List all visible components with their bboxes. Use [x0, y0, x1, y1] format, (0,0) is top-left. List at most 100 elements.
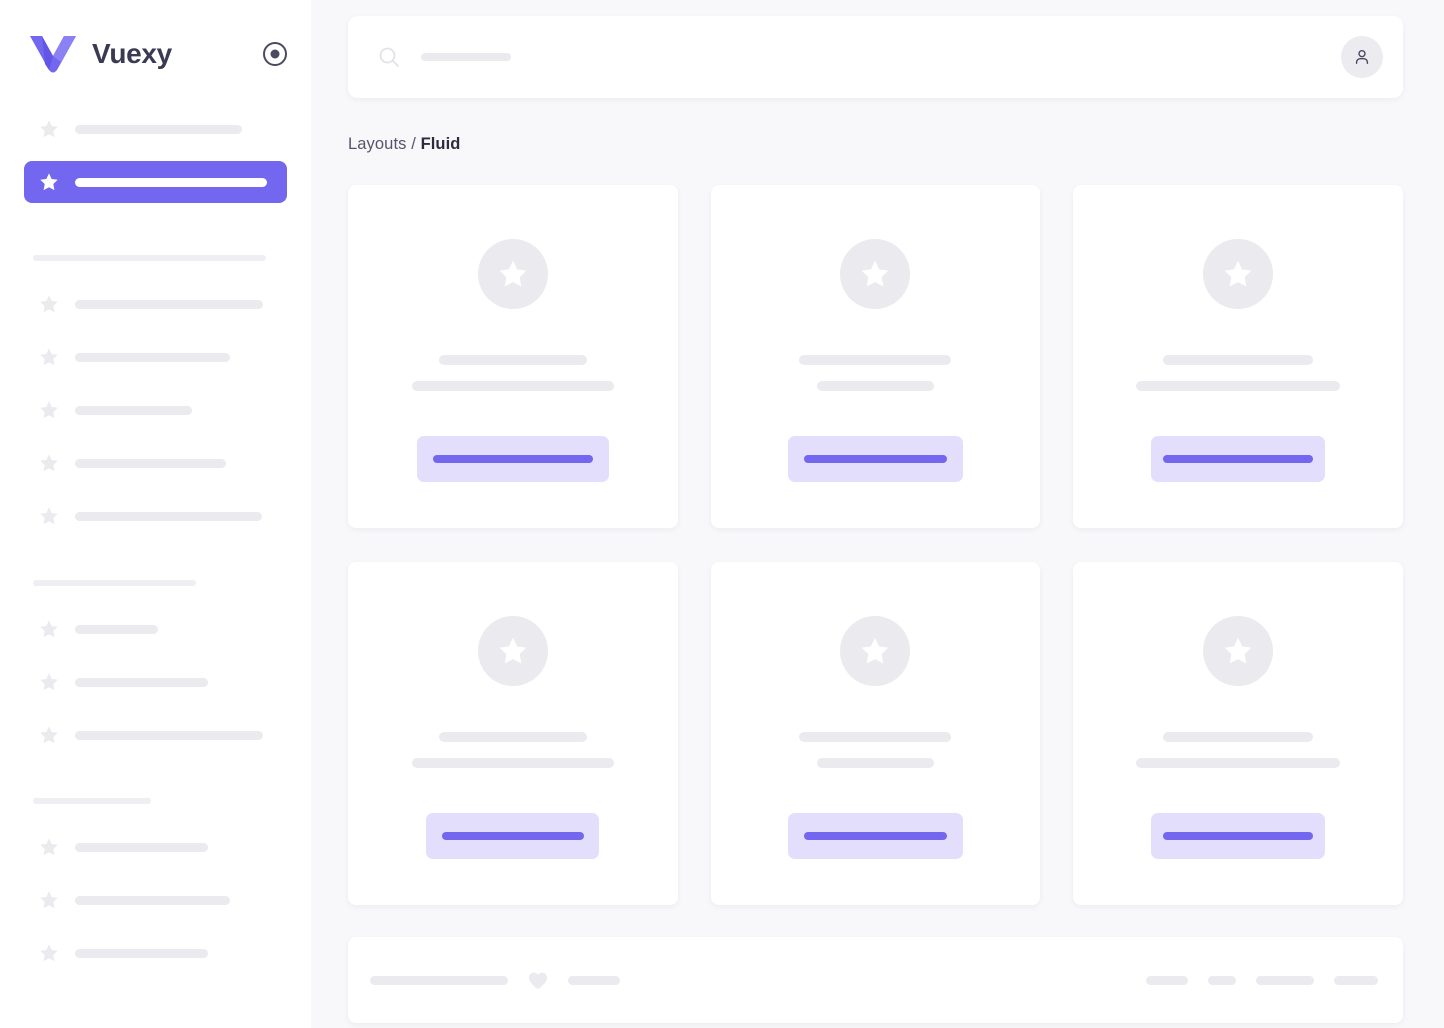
footer-left-group [370, 970, 620, 990]
card-line-2 [1136, 758, 1341, 768]
card-avatar [1203, 616, 1274, 686]
search-icon [378, 46, 400, 68]
sidebar-item-label-skeleton [75, 730, 263, 740]
star-icon [38, 724, 60, 746]
footer-text-skeleton-2 [568, 975, 620, 985]
card-avatar [1203, 239, 1274, 309]
breadcrumb-separator: / [411, 135, 416, 153]
card-line-2 [816, 381, 934, 391]
sidebar-item-10[interactable] [24, 714, 287, 756]
sidebar-item-11[interactable] [24, 826, 287, 868]
sidebar-nav [0, 108, 311, 974]
content-card[interactable] [710, 185, 1041, 528]
sidebar-item-6[interactable] [24, 442, 287, 484]
star-icon [38, 671, 60, 693]
star-icon [38, 942, 60, 964]
card-button-label-skeleton [803, 455, 947, 463]
card-line-2 [816, 758, 934, 768]
footer-link-skeleton-3[interactable] [1256, 975, 1314, 985]
star-icon [38, 171, 60, 193]
star-icon [38, 836, 60, 858]
card-line-2 [411, 758, 614, 768]
card-action-button[interactable] [416, 436, 609, 482]
footer-text-skeleton-1 [370, 975, 508, 985]
sidebar-item-label-skeleton [75, 677, 208, 687]
content-card[interactable] [710, 562, 1041, 905]
circle-dot-icon[interactable] [263, 42, 287, 66]
star-icon [38, 618, 60, 640]
breadcrumb-parent[interactable]: Layouts [348, 135, 407, 153]
content-card[interactable] [1073, 185, 1403, 528]
star-icon [38, 505, 60, 527]
vuexy-chevron-logo-icon [30, 34, 76, 74]
footer-bar [348, 937, 1403, 1023]
sidebar-item-5[interactable] [24, 389, 287, 431]
sidebar-item-label-skeleton [75, 511, 262, 521]
sidebar-item-label-skeleton [75, 895, 230, 905]
card-line-1 [1163, 355, 1314, 365]
sidebar-item-label-skeleton [75, 352, 230, 362]
heart-icon [527, 970, 549, 990]
card-avatar [840, 616, 911, 686]
card-line-1 [799, 732, 952, 742]
sidebar-item-4[interactable] [24, 336, 287, 378]
sidebar-item-2-active[interactable] [24, 161, 287, 203]
star-icon [38, 399, 60, 421]
card-action-button[interactable] [1151, 436, 1326, 482]
sidebar-item-label-skeleton [75, 948, 208, 958]
card-avatar [477, 239, 548, 309]
card-button-label-skeleton [432, 455, 593, 463]
spacer [0, 548, 311, 580]
sidebar-section-divider [33, 798, 151, 804]
card-avatar [840, 239, 911, 309]
card-text-skeleton [799, 732, 952, 768]
spacer [0, 767, 311, 798]
footer-link-skeleton-4[interactable] [1334, 975, 1378, 985]
sidebar-item-8[interactable] [24, 608, 287, 650]
sidebar-item-label-skeleton [75, 405, 192, 415]
sidebar-item-1[interactable] [24, 108, 287, 150]
avatar[interactable] [1341, 36, 1383, 78]
sidebar-section-divider [33, 580, 196, 586]
footer-link-skeleton-1[interactable] [1146, 975, 1188, 985]
card-action-button[interactable] [787, 436, 963, 482]
star-icon [38, 118, 60, 140]
content-card[interactable] [348, 562, 678, 905]
footer-right-group [1146, 975, 1378, 985]
search-input[interactable] [378, 46, 1341, 68]
card-avatar [477, 616, 548, 686]
brand-name: Vuexy [92, 38, 172, 69]
card-action-button[interactable] [1151, 813, 1326, 859]
card-action-button[interactable] [426, 813, 600, 859]
sidebar-item-label-skeleton [75, 458, 226, 468]
search-placeholder-skeleton [421, 53, 511, 61]
star-icon [38, 452, 60, 474]
breadcrumb: Layouts / Fluid [348, 135, 1403, 154]
card-text-skeleton [411, 355, 614, 391]
card-text-skeleton [1136, 355, 1341, 391]
brand-header: Vuexy [0, 0, 311, 108]
sidebar-item-7[interactable] [24, 495, 287, 537]
footer-link-skeleton-2[interactable] [1208, 975, 1236, 985]
breadcrumb-current: Fluid [420, 135, 461, 153]
sidebar-item-9[interactable] [24, 661, 287, 703]
card-action-button[interactable] [787, 813, 963, 859]
card-line-1 [799, 355, 952, 365]
sidebar-item-13[interactable] [24, 932, 287, 974]
sidebar: Vuexy [0, 0, 311, 1028]
sidebar-item-label-skeleton [75, 299, 263, 309]
content-card[interactable] [1073, 562, 1403, 905]
sidebar-item-3[interactable] [24, 283, 287, 325]
card-text-skeleton [1136, 732, 1341, 768]
sidebar-section-divider [33, 255, 266, 261]
card-text-skeleton [799, 355, 952, 391]
sidebar-item-12[interactable] [24, 879, 287, 921]
card-line-2 [1136, 381, 1341, 391]
content-card[interactable] [348, 185, 678, 528]
card-button-label-skeleton [803, 832, 947, 840]
card-button-label-skeleton [441, 832, 584, 840]
card-text-skeleton [411, 732, 614, 768]
sidebar-item-label-skeleton [75, 624, 158, 634]
card-grid [348, 185, 1403, 905]
